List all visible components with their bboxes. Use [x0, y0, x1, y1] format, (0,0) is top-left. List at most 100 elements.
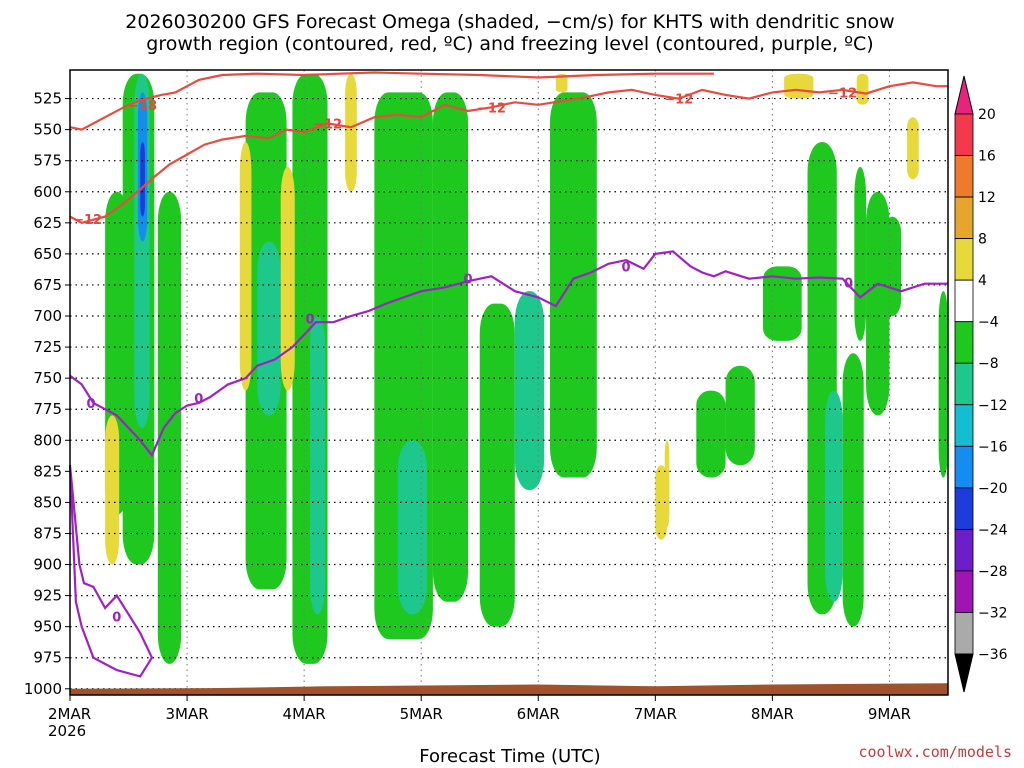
y-tick-label-575: 575 — [33, 152, 62, 170]
omega-cell-7 — [257, 241, 281, 416]
colorbar-swatch-1 — [954, 155, 974, 198]
freezing-label-3: 0 — [464, 273, 473, 288]
omega-shading-layer — [105, 73, 948, 664]
colorbar-swatch-8 — [954, 445, 974, 489]
dgz-contour-minus12 — [69, 81, 948, 224]
dgz-label-3: −12 — [664, 93, 693, 108]
omega-cell-24 — [883, 216, 902, 317]
colorbar-label-6: −8 — [978, 356, 999, 372]
omega-cell-29 — [345, 73, 357, 192]
colorbar-swatch-12 — [954, 612, 974, 655]
terrain-surface — [70, 683, 948, 695]
omega-cell-34 — [907, 117, 919, 180]
colorbar-label-3: 8 — [978, 232, 987, 248]
colorbar-swatch-4 — [954, 279, 974, 323]
freezing-label-6: 0 — [112, 611, 121, 626]
freezing-level-contour — [69, 250, 948, 458]
x-tick-label-2MAR: 2MAR — [48, 705, 91, 723]
x-tick-label-7MAR: 7MAR — [634, 705, 677, 723]
omega-cell-35 — [555, 73, 568, 93]
colorbar-swatch-0 — [954, 113, 974, 156]
y-axis: 525 550 575 600 625 650 675 700 725 750 775 800 825 8… — [24, 90, 70, 698]
colorbar-swatch-7 — [954, 404, 974, 447]
x-tick-label-3MAR: 3MAR — [165, 705, 208, 723]
omega-cell-28 — [280, 166, 295, 391]
x-tick-label-4MAR: 4MAR — [283, 705, 326, 723]
omega-cell-26 — [105, 415, 120, 565]
omega-cell-15 — [549, 92, 597, 478]
y-tick-label-975: 975 — [33, 649, 62, 667]
omega-cell-33 — [856, 73, 869, 105]
colorbar-label-9: −20 — [978, 481, 1008, 497]
omega-cell-27 — [239, 142, 252, 391]
colorbar-label-2: 12 — [978, 190, 996, 206]
y-tick-label-850: 850 — [33, 493, 62, 511]
y-tick-label-900: 900 — [33, 556, 62, 574]
dgz-label-top: −18 — [128, 99, 157, 114]
y-tick-label-725: 725 — [33, 338, 62, 356]
omega-cell-3 — [140, 142, 145, 217]
omega-cell-11 — [397, 440, 428, 615]
omega-cell-9 — [309, 316, 326, 615]
colorbar-swatch-6 — [954, 362, 974, 406]
colorbar-label-5: −4 — [978, 315, 999, 331]
dgz-label-1: −12 — [313, 117, 342, 132]
dgz-label-2: −12 — [477, 101, 506, 116]
y-tick-label-950: 950 — [33, 618, 62, 636]
x-tick-label-9MAR: 9MAR — [868, 705, 911, 723]
y-tick-label-800: 800 — [33, 431, 62, 449]
x-tick-year-label: 2026 — [48, 722, 86, 740]
colorbar-swatch-10 — [954, 528, 974, 572]
y-tick-label-925: 925 — [33, 587, 62, 605]
omega-cell-5 — [157, 191, 182, 664]
freezing-label-1: 0 — [194, 392, 203, 407]
terrain-layer — [70, 683, 948, 695]
x-tick-label-5MAR: 5MAR — [400, 705, 443, 723]
freezing-label-5: 0 — [844, 276, 853, 291]
freezing-label-0: 0 — [87, 397, 96, 412]
plot-frame — [69, 69, 949, 696]
omega-cell-25 — [938, 291, 948, 478]
freezing-label-4: 0 — [622, 260, 631, 275]
colorbar-label-13: −36 — [978, 647, 1008, 663]
colorbar-label-0: 20 — [978, 107, 996, 123]
y-tick-label-625: 625 — [33, 214, 62, 232]
y-tick-label-600: 600 — [33, 183, 62, 201]
y-tick-label-525: 525 — [33, 90, 62, 108]
omega-cell-14 — [514, 291, 545, 490]
colorbar-label-11: −28 — [978, 564, 1008, 580]
colorbar-swatch-2 — [954, 196, 974, 240]
colorbar-swatch-3 — [954, 238, 974, 281]
freezing-level-contour-low — [68, 464, 154, 678]
omega-cell-13 — [479, 303, 515, 627]
x-tick-label-8MAR: 8MAR — [751, 705, 794, 723]
y-tick-label-550: 550 — [33, 121, 62, 139]
colorbar-swatch-9 — [954, 487, 974, 530]
omega-cell-16 — [696, 390, 726, 478]
omega-cell-32 — [784, 73, 814, 99]
colorbar-label-1: 16 — [978, 149, 996, 165]
dgz-contour-minus18 — [69, 71, 714, 131]
grid-layer — [70, 70, 948, 695]
colorbar-label-8: −16 — [978, 439, 1008, 455]
colorbar-label-4: 4 — [978, 273, 987, 289]
y-tick-label-650: 650 — [33, 245, 62, 263]
colorbar-bottom-arrow — [954, 653, 974, 693]
colorbar: 20 16 12 8 4 −4 −8 −12 −16 −20 −24 −28 −32 −36 — [954, 75, 1008, 693]
contour-layer: −12 −12 −12 −12 −12 −18 0 0 0 0 0 0 0 — [68, 71, 948, 678]
omega-cell-21 — [842, 353, 864, 627]
y-tick-label-675: 675 — [33, 276, 62, 294]
colorbar-label-7: −12 — [978, 398, 1008, 414]
omega-cell-17 — [725, 365, 755, 466]
omega-cell-31 — [664, 440, 670, 528]
colorbar-label-12: −32 — [978, 605, 1008, 621]
colorbar-swatch-11 — [954, 570, 974, 613]
colorbar-swatch-5 — [954, 321, 974, 364]
y-tick-label-700: 700 — [33, 307, 62, 325]
omega-cell-20 — [825, 390, 843, 602]
dgz-label-0: −12 — [73, 213, 102, 228]
y-tick-label-825: 825 — [33, 462, 62, 480]
chart-title-line1: 2026030200 GFS Forecast Omega (shaded, −… — [125, 11, 894, 33]
